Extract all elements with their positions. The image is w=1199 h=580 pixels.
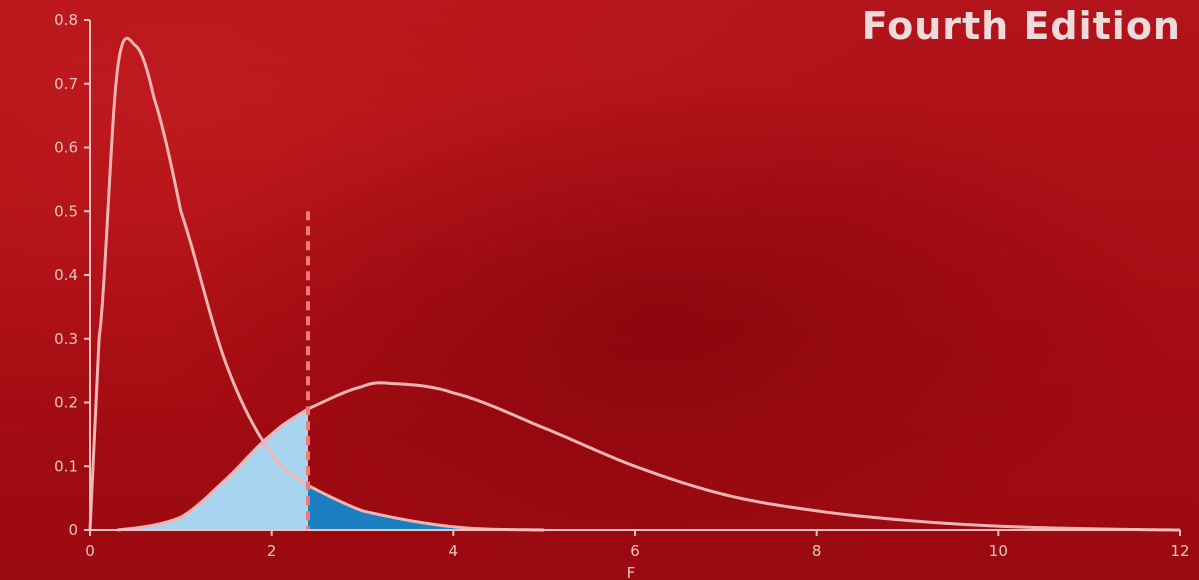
y-tick-label-0.7: 0.7	[54, 75, 78, 93]
curve-2	[117, 381, 1181, 532]
y-tick-label-0.3: 0.3	[54, 330, 78, 348]
x-tick-label-6: 6	[630, 542, 640, 560]
y-tick-label-0.2: 0.2	[54, 394, 78, 412]
y-tick-label-0.5: 0.5	[54, 202, 78, 220]
y-tick-label-0.1: 0.1	[54, 457, 78, 475]
curve-1	[88, 36, 545, 532]
y-tick-label-0.4: 0.4	[54, 266, 78, 284]
x-tick-label-10: 10	[989, 542, 1008, 560]
x-axis-label: F	[627, 564, 636, 580]
x-tick-label-12: 12	[1170, 542, 1189, 560]
x-tick-label-8: 8	[812, 542, 822, 560]
shaded-region-1	[117, 408, 308, 530]
y-tick-label-0: 0	[68, 521, 78, 539]
curves	[88, 36, 1181, 532]
x-tick-label-2: 2	[267, 542, 277, 560]
y-tick-label-0.6: 0.6	[54, 139, 78, 157]
y-tick-label-0.8: 0.8	[54, 11, 78, 29]
axes: 0 2 4 6 8 10 12 0 0.1 0.2 0.3 0.4 0.5 0.6 0.7 0.8	[54, 11, 1189, 560]
x-tick-label-4: 4	[449, 542, 459, 560]
shaded-regions	[117, 408, 499, 530]
x-tick-label-0: 0	[85, 542, 95, 560]
edition-title: Fourth Edition	[861, 4, 1181, 48]
shaded-region-2	[308, 485, 499, 530]
